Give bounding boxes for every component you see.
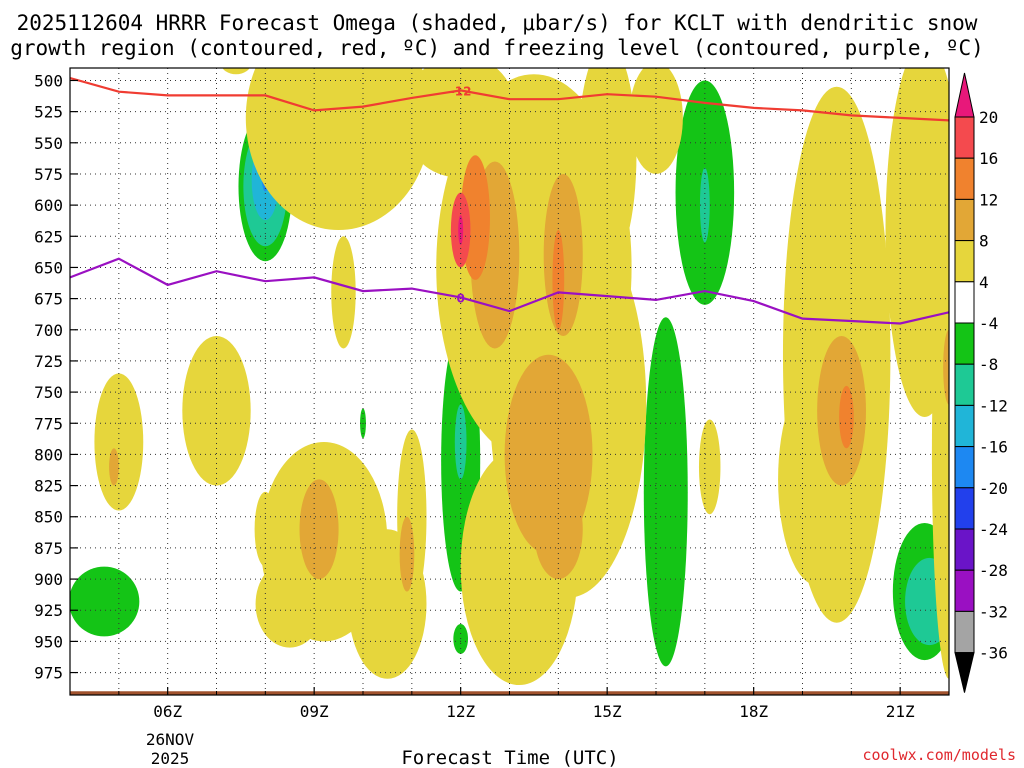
colorbar-tick--8: -8 bbox=[979, 355, 998, 374]
colorbar-segment-12 bbox=[954, 157, 975, 200]
omega-cell-34 bbox=[629, 68, 683, 174]
omega-cell-27 bbox=[94, 373, 144, 511]
colorbar-tick--28: -28 bbox=[979, 561, 1008, 580]
colorbar-segment--8 bbox=[954, 322, 975, 365]
x-axis: 06Z 09Z 12Z 15Z 18Z 21Z bbox=[69, 687, 950, 721]
dendritic-growth-contour-line bbox=[70, 76, 949, 122]
y-tick-500: 500 bbox=[34, 71, 63, 90]
omega-cell-14 bbox=[643, 317, 688, 667]
colorbar-segment--12 bbox=[954, 363, 975, 406]
colorbar-segment--32 bbox=[954, 569, 975, 612]
colorbar-segment-4 bbox=[954, 240, 975, 283]
colorbar-tick--36: -36 bbox=[979, 644, 1008, 663]
x-tick-06Z: 06Z bbox=[153, 702, 182, 721]
colorbar-tick-20: 20 bbox=[979, 108, 998, 127]
omega-cell-38 bbox=[331, 236, 356, 349]
colorbar-tick--32: -32 bbox=[979, 602, 1008, 621]
y-tick-875: 875 bbox=[34, 539, 63, 558]
y-tick-725: 725 bbox=[34, 352, 63, 371]
omega-cell-47 bbox=[458, 215, 464, 246]
x-tick-18Z: 18Z bbox=[739, 702, 768, 721]
y-tick-575: 575 bbox=[34, 165, 63, 184]
colorbar-segment--28 bbox=[954, 528, 975, 571]
colorbar-tick--4: -4 bbox=[979, 314, 998, 333]
y-tick-950: 950 bbox=[34, 632, 63, 651]
colorbar-segment-16 bbox=[954, 116, 975, 159]
omega-cell-50 bbox=[109, 448, 119, 486]
date-label-year: 2025 bbox=[151, 749, 190, 768]
omega-cell-10 bbox=[70, 566, 140, 637]
y-tick-750: 750 bbox=[34, 383, 63, 402]
x-tick-21Z: 21Z bbox=[886, 702, 915, 721]
y-tick-625: 625 bbox=[34, 227, 63, 246]
omega-cell-22 bbox=[577, 68, 637, 268]
omega-cell-21 bbox=[411, 102, 510, 178]
colorbar-segment-underflow bbox=[954, 652, 975, 693]
y-axis: 500 525 550 575 600 625 650 675 700 725 750 775 800 8… bbox=[34, 71, 78, 683]
colorbar-tick-4: 4 bbox=[979, 273, 989, 292]
y-tick-975: 975 bbox=[34, 664, 63, 683]
y-tick-600: 600 bbox=[34, 196, 63, 215]
colorbar-segment-overflow bbox=[954, 72, 975, 118]
colorbar: 20 16 12 8 4 -4 -8 -12 -16 -20 -24 -28 -32 -36 bbox=[954, 72, 1008, 693]
colorbar-tick--20: -20 bbox=[979, 479, 1008, 498]
omega-cell-29 bbox=[319, 117, 407, 193]
contours: -12 0 bbox=[70, 76, 949, 325]
freezing-level-contour-label: 0 bbox=[456, 291, 464, 305]
x-tick-09Z: 09Z bbox=[300, 702, 329, 721]
dendritic-growth-contour-label: -12 bbox=[450, 84, 472, 98]
colorbar-segment--36 bbox=[954, 610, 975, 654]
y-tick-900: 900 bbox=[34, 570, 63, 589]
y-tick-925: 925 bbox=[34, 601, 63, 620]
colorbar-tick-16: 16 bbox=[979, 149, 998, 168]
y-tick-700: 700 bbox=[34, 321, 63, 340]
y-tick-675: 675 bbox=[34, 290, 63, 309]
chart-title-line-1: 2025112604 HRRR Forecast Omega (shaded, … bbox=[17, 11, 978, 35]
y-tick-825: 825 bbox=[34, 477, 63, 496]
omega-cell-45 bbox=[552, 230, 565, 330]
omega-cell-49 bbox=[399, 516, 415, 592]
omega-cell-53 bbox=[943, 329, 949, 405]
colorbar-segment--16 bbox=[954, 404, 975, 448]
y-tick-800: 800 bbox=[34, 445, 63, 464]
colorbar-tick--24: -24 bbox=[979, 520, 1008, 539]
omega-cell-48 bbox=[299, 479, 339, 580]
chart-title-line-2: growth region (contoured, red, ºC) and f… bbox=[10, 36, 984, 60]
omega-cell-32 bbox=[885, 68, 949, 417]
colorbar-segment--24 bbox=[954, 487, 975, 530]
colorbar-segment--20 bbox=[954, 446, 975, 489]
y-tick-850: 850 bbox=[34, 508, 63, 527]
freezing-level-contour-line bbox=[70, 257, 949, 325]
omega-field bbox=[70, 68, 949, 686]
x-axis-title: Forecast Time (UTC) bbox=[401, 747, 618, 768]
colorbar-segment-8 bbox=[954, 198, 975, 242]
x-tick-15Z: 15Z bbox=[593, 702, 622, 721]
omega-cell-28 bbox=[255, 560, 324, 648]
omega-cell-36 bbox=[698, 419, 721, 515]
omega-cell-9 bbox=[454, 404, 467, 480]
date-label-day: 26NOV bbox=[146, 730, 195, 749]
colorbar-segment--4 bbox=[954, 281, 975, 324]
omega-cell-43 bbox=[533, 479, 583, 580]
credit-text: coolwx.com/models bbox=[862, 746, 1016, 764]
omega-cell-7 bbox=[699, 167, 710, 243]
omega-cell-26 bbox=[182, 336, 251, 486]
y-tick-775: 775 bbox=[34, 414, 63, 433]
y-tick-550: 550 bbox=[34, 134, 63, 153]
colorbar-tick--12: -12 bbox=[979, 396, 1008, 415]
y-tick-525: 525 bbox=[34, 103, 63, 122]
colorbar-tick-8: 8 bbox=[979, 232, 989, 251]
colorbar-tick--16: -16 bbox=[979, 438, 1008, 457]
y-tick-650: 650 bbox=[34, 258, 63, 277]
omega-cell-37 bbox=[222, 68, 250, 75]
colorbar-tick-12: 12 bbox=[979, 190, 998, 209]
omega-cell-52 bbox=[839, 385, 854, 449]
x-tick-12Z: 12Z bbox=[446, 702, 475, 721]
